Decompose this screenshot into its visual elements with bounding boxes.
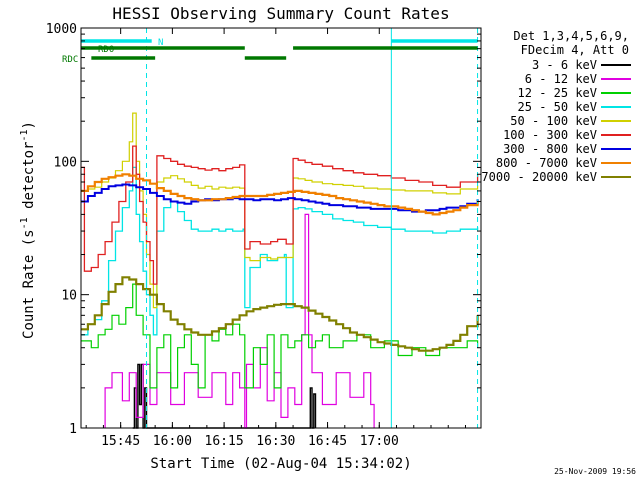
y-tick-label-3: 1000 [46, 22, 77, 37]
x-axis-label: Start Time (02-Aug-04 15:34:02) [150, 456, 411, 472]
series-line-8 [81, 276, 479, 352]
state-bar-label-1: N [158, 38, 163, 48]
info-line-2: FDecim 4, Att 0 [521, 43, 629, 57]
legend-label-1: 6 - 12 keV [525, 72, 597, 86]
plot-area: N RD0 RDC 15:45 16:00 16:15 16:30 16:45 17:00 1… [46, 22, 482, 449]
chart-title: HESSI Observing Summary Count Rates [112, 4, 449, 23]
y-axis-label-sup1: -1 [19, 217, 30, 229]
legend-label-7: 800 - 7000 keV [496, 156, 597, 170]
series-line-1 [104, 213, 375, 429]
y-axis-label: Count Rate (s-1 detector-1) [19, 121, 37, 339]
series-line-3 [81, 166, 479, 336]
state-bar-label-3: RDC [62, 55, 78, 65]
legend-label-3: 25 - 50 keV [518, 100, 597, 114]
info-line-1: Det 1,3,4,5,6,9, [513, 29, 629, 43]
legend-label-6: 300 - 800 keV [503, 142, 597, 156]
legend-label-4: 50 - 100 keV [510, 114, 597, 128]
x-tick-label-2: 16:15 [205, 434, 244, 449]
series-line-7 [81, 173, 479, 216]
state-bar-label-2: RD0 [98, 45, 114, 55]
series-line-6 [81, 183, 479, 213]
marker-layer [146, 28, 479, 428]
x-tick-label-5: 17:00 [360, 434, 399, 449]
y-axis-ticks: 1 10 100 1000 [46, 22, 481, 437]
y-tick-label-0: 1 [69, 422, 77, 437]
timestamp: 25-Nov-2009 19:56 [554, 467, 636, 476]
legend-label-5: 100 - 300 keV [503, 128, 597, 142]
legend-label-2: 12 - 25 keV [518, 86, 597, 100]
x-tick-label-1: 16:00 [153, 434, 192, 449]
observing-bars: N RD0 RDC [62, 38, 478, 65]
series-line-5 [81, 145, 479, 285]
plot-frame [80, 27, 482, 429]
y-axis-label-mid: detector [21, 142, 37, 218]
legend-label-8: 7000 - 20000 keV [481, 170, 597, 184]
x-axis-ticks: 15:45 16:00 16:15 16:30 16:45 17:00 [85, 28, 466, 449]
legend: Det 1,3,4,5,6,9, FDecim 4, Att 0 3 - 6 k… [481, 29, 631, 184]
y-axis-label-end: ) [21, 121, 37, 129]
x-tick-label-0: 15:45 [101, 434, 140, 449]
y-tick-label-1: 10 [61, 289, 77, 304]
series-line-2 [81, 283, 479, 389]
legend-label-0: 3 - 6 keV [532, 58, 597, 72]
x-tick-label-4: 16:45 [308, 434, 347, 449]
y-axis-label-sup2: -1 [19, 129, 30, 141]
x-tick-label-3: 16:30 [256, 434, 295, 449]
series-layer [81, 112, 479, 429]
y-tick-label-2: 100 [54, 155, 77, 170]
y-axis-label-main: Count Rate (s [21, 229, 37, 339]
series-line-4 [81, 112, 479, 309]
